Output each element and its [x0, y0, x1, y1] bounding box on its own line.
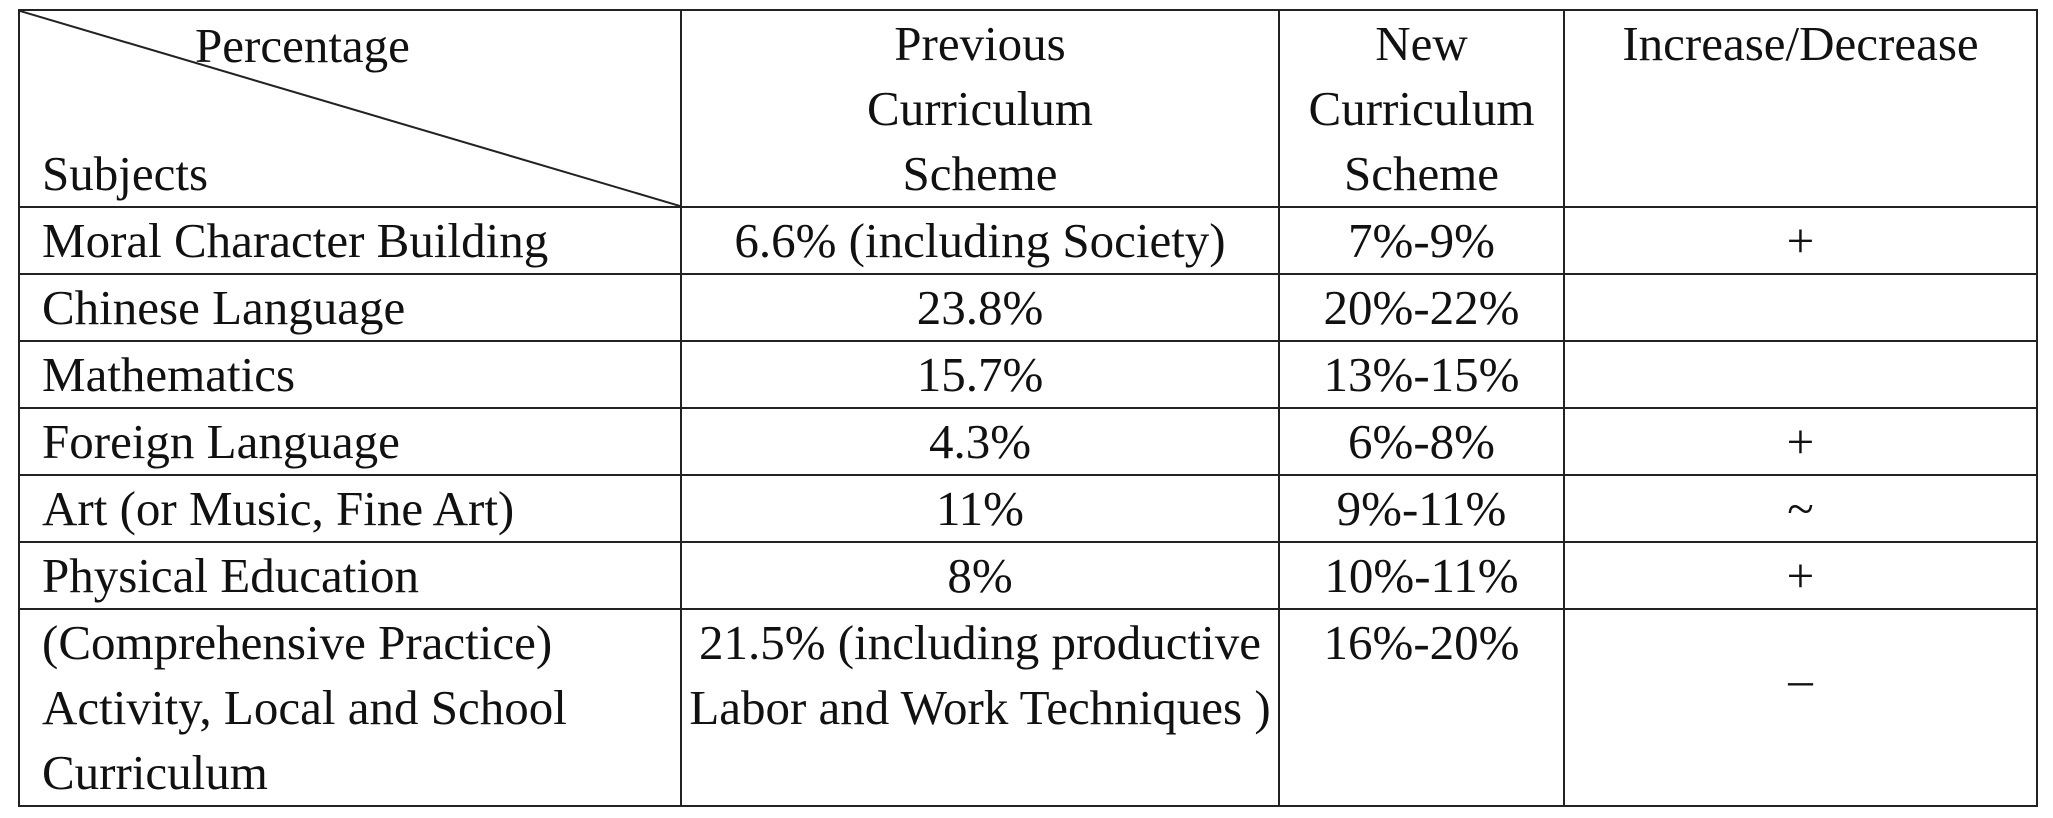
new-scheme-header: New Curriculum Scheme: [1278, 9, 1565, 208]
header-row: Percentage Subjects Previous Curriculum …: [18, 9, 2038, 208]
change-cell: _: [1563, 340, 2038, 409]
subject-cell: (Comprehensive Practice) Activity, Local…: [18, 608, 682, 807]
new-cell: 7%-9%: [1278, 206, 1565, 275]
change-cell: +: [1563, 206, 2038, 275]
change-symbol: _: [1788, 300, 1813, 341]
table-row: Art (or Music, Fine Art) 11% 9%-11% ~: [18, 474, 2038, 543]
previous-cell: 6.6% (including Society): [680, 206, 1280, 275]
subject-cell: Physical Education: [18, 541, 682, 610]
change-cell: _: [1563, 273, 2038, 342]
subject-cell: Chinese Language: [18, 273, 682, 342]
table-row: Moral Character Building 6.6% (including…: [18, 206, 2038, 275]
change-symbol: _: [1788, 367, 1813, 408]
previous-cell: 21.5% (including productive Labor and Wo…: [680, 608, 1280, 807]
new-cell: 16%-20%: [1278, 608, 1565, 807]
new-cell: 13%-15%: [1278, 340, 1565, 409]
previous-cell: 23.8%: [680, 273, 1280, 342]
previous-cell: 4.3%: [680, 407, 1280, 476]
change-symbol: _: [1788, 635, 1813, 690]
previous-cell: 15.7%: [680, 340, 1280, 409]
new-cell: 6%-8%: [1278, 407, 1565, 476]
new-header-line: New: [1375, 16, 1468, 71]
previous-scheme-header: Previous Curriculum Scheme: [680, 9, 1280, 208]
new-cell: 20%-22%: [1278, 273, 1565, 342]
change-cell: +: [1563, 541, 2038, 610]
corner-header-cell: Percentage Subjects: [18, 9, 682, 208]
previous-header-line: Previous: [894, 16, 1066, 71]
subject-cell: Mathematics: [18, 340, 682, 409]
change-cell: +: [1563, 407, 2038, 476]
new-header-line: Curriculum: [1308, 81, 1535, 136]
previous-header-line: Scheme: [902, 146, 1058, 201]
previous-header-line: Curriculum: [867, 81, 1093, 136]
new-cell: 10%-11%: [1278, 541, 1565, 610]
table-row: Foreign Language 4.3% 6%-8% +: [18, 407, 2038, 476]
new-header-line: Scheme: [1343, 146, 1500, 201]
table-row: Mathematics 15.7% 13%-15% _: [18, 340, 2038, 409]
previous-cell: 11%: [680, 474, 1280, 543]
table-row: (Comprehensive Practice) Activity, Local…: [18, 608, 2038, 807]
subject-cell: Foreign Language: [18, 407, 682, 476]
percentage-label: Percentage: [195, 18, 410, 73]
subject-cell: Art (or Music, Fine Art): [18, 474, 682, 543]
table-row: Physical Education 8% 10%-11% +: [18, 541, 2038, 610]
change-cell: _: [1563, 608, 2038, 807]
new-cell: 9%-11%: [1278, 474, 1565, 543]
change-cell: ~: [1563, 474, 2038, 543]
subjects-label: Subjects: [42, 146, 209, 201]
table-row: Chinese Language 23.8% 20%-22% _: [18, 273, 2038, 342]
curriculum-comparison-table: Percentage Subjects Previous Curriculum …: [18, 9, 2038, 807]
subject-cell: Moral Character Building: [18, 206, 682, 275]
change-header: Increase/Decrease: [1563, 9, 2038, 208]
previous-cell: 8%: [680, 541, 1280, 610]
